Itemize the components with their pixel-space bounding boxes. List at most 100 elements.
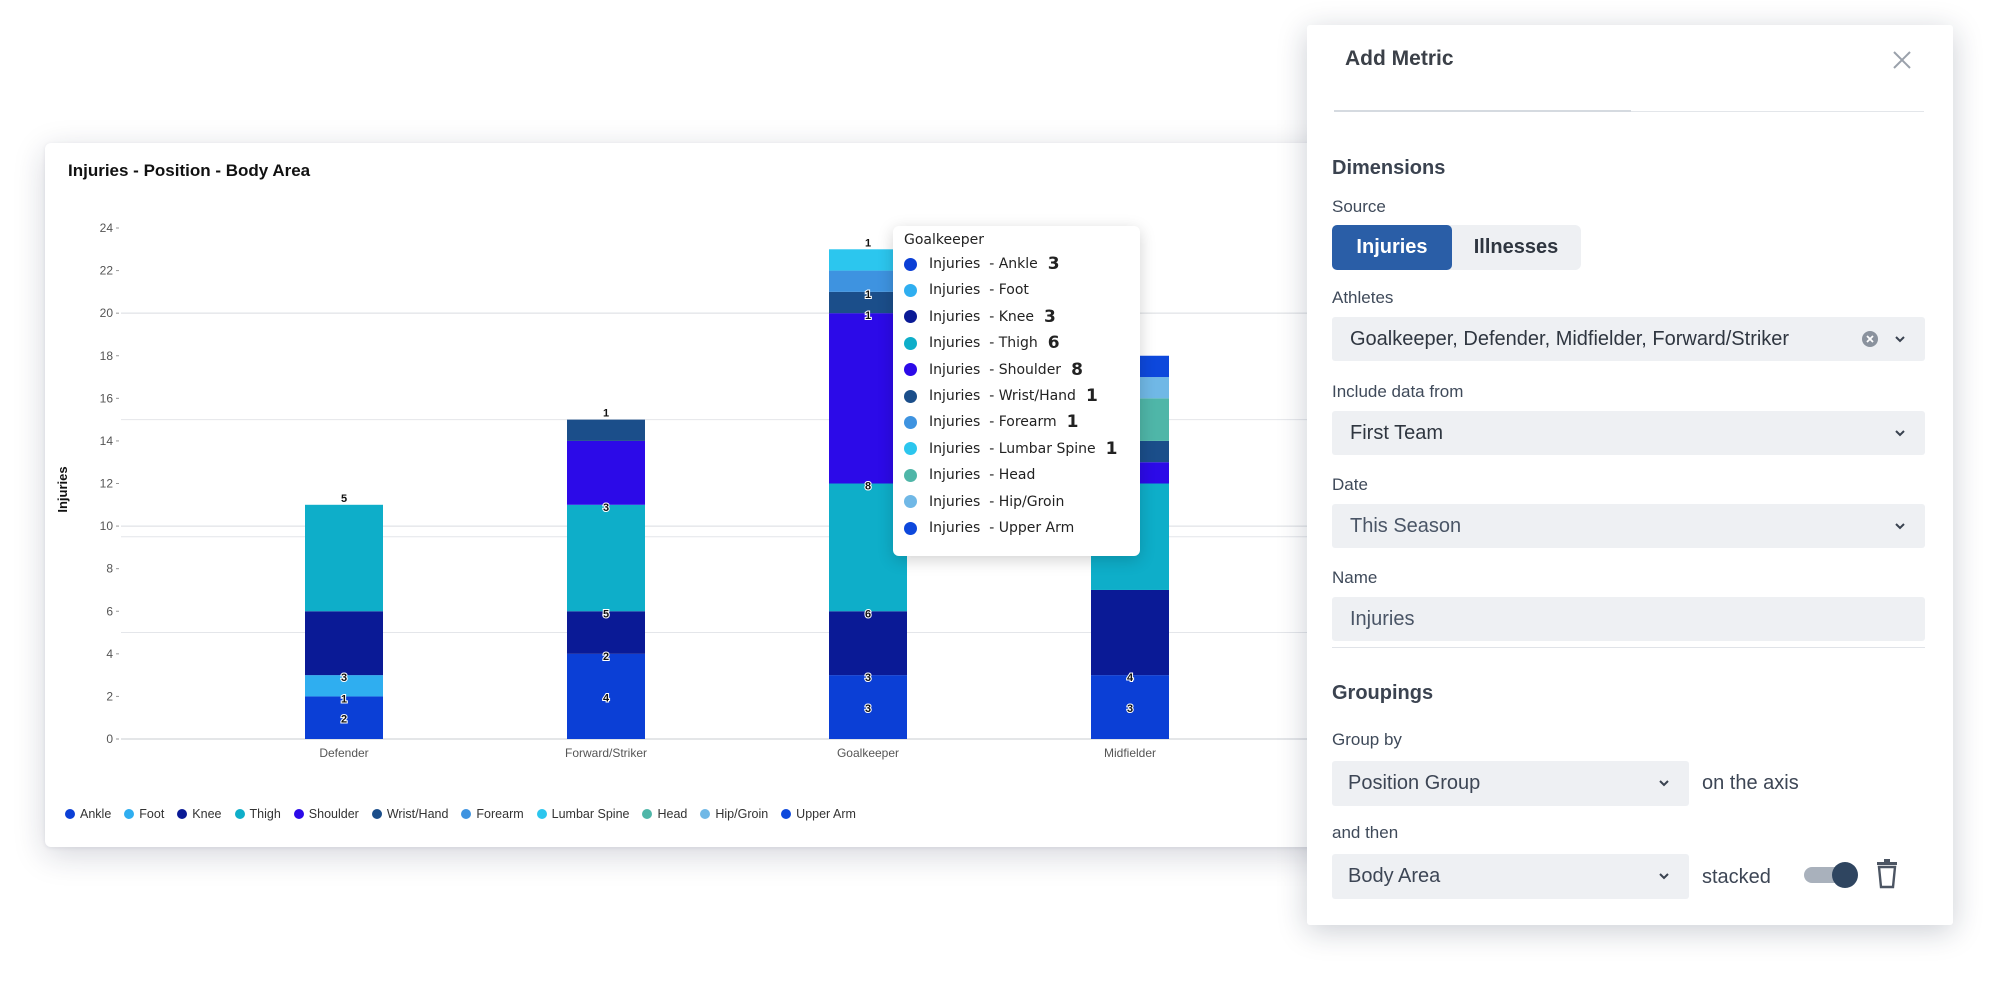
legend-item[interactable]: Foot bbox=[124, 807, 164, 821]
bar-data-label: 2 bbox=[603, 651, 609, 663]
legend-dot bbox=[124, 809, 135, 819]
legend-dot bbox=[371, 809, 382, 819]
source-label: Source bbox=[1332, 197, 1386, 216]
bar-segment bbox=[829, 675, 907, 739]
legend-item[interactable]: Head bbox=[642, 807, 687, 821]
y-tick-label: 4 bbox=[106, 647, 113, 661]
name-input[interactable]: Injuries bbox=[1332, 597, 1925, 641]
legend-item[interactable]: Ankle bbox=[65, 807, 111, 821]
tooltip-row-value: 1 bbox=[1085, 386, 1098, 406]
tooltip-row-label: Injuries - Shoulder bbox=[929, 361, 1062, 378]
stacked-label: stacked bbox=[1702, 866, 1771, 888]
tooltip-dot bbox=[904, 336, 917, 350]
section-divider bbox=[1332, 647, 1925, 648]
legend-item[interactable]: Thigh bbox=[234, 807, 281, 821]
dimensions-heading: Dimensions bbox=[1332, 157, 1446, 179]
bar-data-label: 1 bbox=[603, 408, 609, 420]
tooltip-row-label: Injuries - Forearm bbox=[929, 414, 1057, 431]
clear-icon[interactable] bbox=[1861, 330, 1879, 348]
y-tick-label: 22 bbox=[100, 264, 114, 278]
tooltip-row: Injuries - Lumbar Spine 1 bbox=[904, 439, 1117, 459]
close-icon[interactable] bbox=[1889, 47, 1915, 73]
tooltip-row: Injuries - Ankle 3 bbox=[904, 254, 1060, 274]
bar-data-label: 4 bbox=[603, 692, 610, 704]
legend-dot bbox=[65, 809, 75, 819]
legend-item[interactable]: Hip/Groin bbox=[700, 807, 768, 821]
tooltip-dot bbox=[904, 442, 917, 456]
date-select[interactable]: This Season bbox=[1332, 504, 1925, 548]
tooltip-row-label: Injuries - Knee bbox=[929, 308, 1034, 325]
x-tick-label: Goalkeeper bbox=[837, 746, 899, 760]
chart-legend: Ankle Foot Knee Thigh Shoulder Wrist/Hand Fore… bbox=[65, 807, 856, 821]
tooltip-row-value: 3 bbox=[1044, 306, 1056, 327]
group-by-suffix: on the axis bbox=[1702, 772, 1799, 794]
y-tick-label: 20 bbox=[100, 306, 114, 320]
add-metric-panel: Add Metric Dimensions Source Injuries Il… bbox=[1307, 25, 1953, 925]
tooltip-row: Injuries - Knee 3 bbox=[904, 307, 1056, 327]
tooltip-row-value: 1 bbox=[1105, 438, 1118, 459]
source-option-illnesses[interactable]: Illnesses bbox=[1473, 236, 1559, 258]
legend-item[interactable]: Upper Arm bbox=[781, 807, 856, 821]
legend-label: Ankle bbox=[80, 807, 112, 821]
bar-data-label: 3 bbox=[603, 502, 609, 514]
tooltip-row: Injuries - Head bbox=[904, 465, 1045, 485]
legend-label: Lumbar Spine bbox=[551, 807, 630, 821]
chevron-down-icon bbox=[1659, 873, 1669, 880]
legend-dot bbox=[461, 809, 472, 819]
legend-item[interactable]: Knee bbox=[177, 807, 222, 821]
athletes-label: Athletes bbox=[1332, 288, 1394, 307]
y-tick-label: 14 bbox=[100, 434, 114, 448]
tooltip-row-label: Injuries - Upper Arm bbox=[929, 520, 1075, 536]
bar-data-label: 3 bbox=[865, 672, 871, 684]
stacked-bar-chart: 024681012141618202224Injuries2135Defende… bbox=[55, 221, 1340, 760]
bar-segment bbox=[567, 611, 645, 654]
legend-dot bbox=[177, 809, 188, 819]
tooltip-row: Injuries - Thigh 6 bbox=[904, 333, 1060, 353]
include-data-value: First Team bbox=[1350, 421, 1443, 444]
stacked-toggle[interactable] bbox=[1804, 862, 1858, 888]
tooltip-row: Injuries - Wrist/Hand 1 bbox=[904, 386, 1098, 406]
y-tick-label: 6 bbox=[106, 604, 113, 618]
bar-data-label: 6 bbox=[865, 608, 871, 620]
date-value: This Season bbox=[1350, 514, 1462, 537]
bar-segment bbox=[567, 504, 645, 612]
bar-segment bbox=[567, 653, 645, 739]
y-tick-label: 8 bbox=[106, 562, 113, 576]
legend-item[interactable]: Shoulder bbox=[293, 807, 359, 821]
x-tick-label: Midfielder bbox=[1104, 746, 1156, 760]
tooltip-dot bbox=[904, 521, 917, 535]
bar-data-label: 2 bbox=[341, 714, 347, 726]
trash-icon[interactable] bbox=[1874, 859, 1900, 889]
tooltip-dot bbox=[904, 283, 917, 297]
tooltip-dot bbox=[904, 468, 917, 482]
legend-item[interactable]: Wrist/Hand bbox=[371, 807, 448, 821]
legend-item[interactable]: Forearm bbox=[461, 807, 524, 821]
chart-title: Injuries - Position - Body Area bbox=[68, 161, 311, 180]
bar-data-label: 8 bbox=[865, 481, 871, 493]
and-then-select[interactable]: Body Area bbox=[1332, 854, 1689, 899]
y-tick-label: 0 bbox=[106, 732, 113, 746]
source-option-injuries[interactable]: Injuries bbox=[1332, 225, 1452, 270]
bar-data-label: 1 bbox=[341, 693, 347, 705]
legend-dot bbox=[293, 809, 304, 819]
group-by-select[interactable]: Position Group bbox=[1332, 761, 1689, 806]
tooltip-row: Injuries - Hip/Groin bbox=[904, 492, 1074, 512]
bar-data-label: 1 bbox=[865, 310, 871, 322]
and-then-label: and then bbox=[1332, 823, 1399, 842]
legend-label: Upper Arm bbox=[796, 807, 856, 821]
legend-dot bbox=[536, 809, 547, 819]
source-toggle: Injuries Illnesses bbox=[1332, 225, 1581, 270]
legend-item[interactable]: Lumbar Spine bbox=[536, 807, 630, 821]
include-data-select[interactable]: First Team bbox=[1332, 411, 1925, 455]
y-tick-label: 24 bbox=[100, 221, 114, 235]
athletes-select[interactable]: Goalkeeper, Defender, Midfielder, Forwar… bbox=[1332, 317, 1925, 361]
tooltip-row-value: 1 bbox=[1066, 412, 1079, 433]
legend-label: Thigh bbox=[249, 807, 281, 821]
bar-segment bbox=[1091, 675, 1169, 739]
group-by-label: Group by bbox=[1332, 730, 1402, 749]
bar-segment bbox=[829, 291, 907, 314]
tooltip-row-label: Injuries - Thigh bbox=[929, 335, 1038, 352]
y-tick-label: 16 bbox=[100, 391, 114, 405]
bar-data-label: 3 bbox=[1127, 703, 1133, 715]
panel-divider-active bbox=[1334, 110, 1631, 112]
